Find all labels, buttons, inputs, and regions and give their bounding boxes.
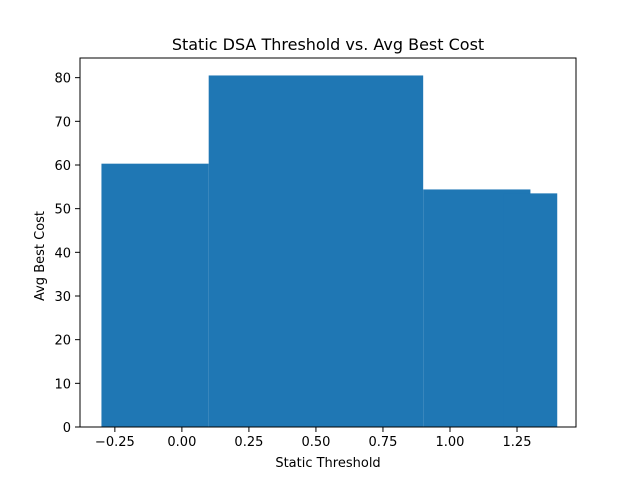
y-axis-label: Avg Best Cost — [33, 211, 48, 301]
x-axis-label: Static Threshold — [275, 456, 380, 471]
x-tick-label: 0.00 — [167, 435, 196, 450]
chart-title: Static DSA Threshold vs. Avg Best Cost — [172, 35, 484, 54]
axes-layer — [79, 57, 577, 428]
x-tick-label: −0.25 — [95, 435, 135, 450]
bar-0 — [208, 75, 424, 427]
y-axis-ticks: 0 10 20 30 40 50 60 70 80 — [54, 72, 80, 436]
y-tick-label: 40 — [54, 246, 71, 261]
bars-layer — [101, 75, 558, 427]
y-tick-label: 10 — [54, 377, 71, 392]
y-tick-label: 70 — [54, 115, 71, 130]
y-tick-label: 30 — [54, 290, 71, 305]
x-axis-ticks: −0.25 0.00 0.25 0.50 0.75 1.00 1.25 — [95, 427, 532, 450]
x-tick-label: 0.50 — [301, 435, 330, 450]
y-tick-label: 50 — [54, 203, 71, 218]
x-tick-label: 0.75 — [368, 435, 397, 450]
bar-1 — [101, 163, 209, 427]
y-tick-label: 0 — [63, 421, 71, 436]
x-tick-label: 0.25 — [234, 435, 263, 450]
y-tick-label: 60 — [54, 159, 71, 174]
plot-frame — [79, 57, 577, 428]
y-tick-label: 20 — [54, 334, 71, 349]
bar-3 — [503, 193, 558, 427]
x-tick-label: 1.25 — [503, 435, 532, 450]
x-tick-label: 1.00 — [436, 435, 465, 450]
y-tick-label: 80 — [54, 72, 71, 87]
